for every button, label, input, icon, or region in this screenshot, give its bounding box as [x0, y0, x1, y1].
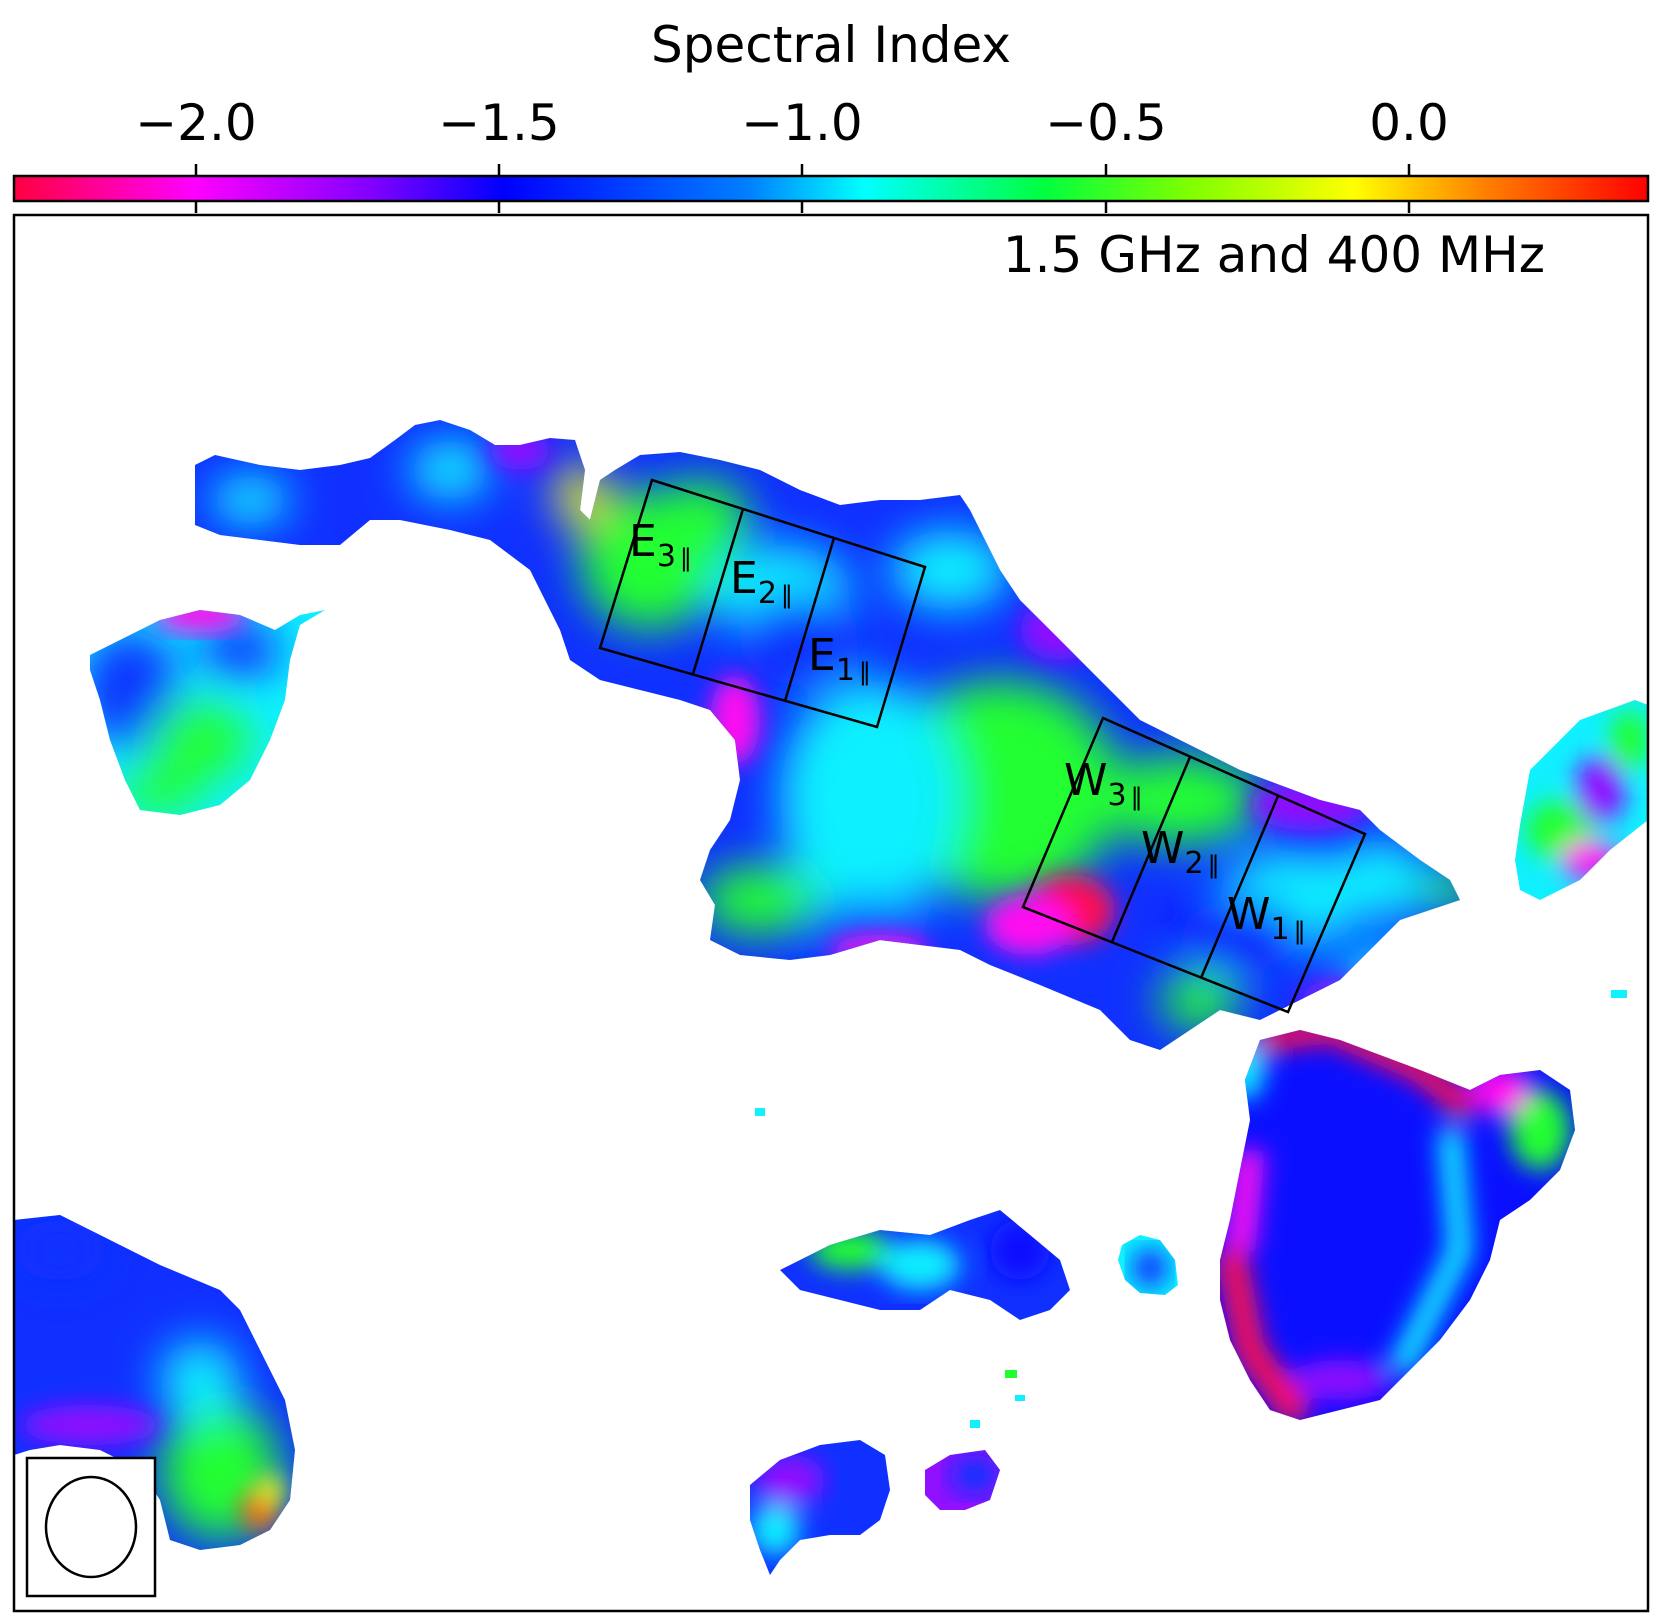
- emission-region-small-2: [925, 1450, 1000, 1510]
- colorbar-title: Spectral Index: [651, 16, 1011, 74]
- region-labels: E3 ‖ E2 ‖ E1 ‖ W3 ‖ W2 ‖ W1 ‖: [629, 516, 1306, 947]
- colorbar-tick-label: −0.5: [1045, 94, 1166, 152]
- colorbar-ticks: −2.0 −1.5 −1.0 −0.5 0.0: [135, 94, 1449, 213]
- region-label-w2: W2 ‖: [1141, 823, 1220, 881]
- ellipse-beam-icon: [44, 1475, 138, 1579]
- emission-region-bottom-middle: [780, 1210, 1070, 1320]
- region-box-w-divider-1: [1110, 756, 1192, 943]
- emission-region-southwest: [1220, 1030, 1575, 1420]
- emission-region-east-edge: [1515, 700, 1648, 900]
- emission-region-small-1: [750, 1440, 890, 1575]
- emission-region-left: [90, 610, 325, 815]
- emission-fragments: [755, 990, 1627, 1428]
- colorbar-tick-label: −1.5: [438, 94, 559, 152]
- colorbar-gradient: [12, 174, 1650, 203]
- map-frame: [12, 213, 1650, 1613]
- region-label-e2: E2 ‖: [730, 553, 793, 611]
- emission-region-main: [195, 420, 1460, 1050]
- colorbar-tick-label: −1.0: [741, 94, 862, 152]
- colorbar: Spectral Index −2.0 −1.5 −1.0 −0.5 0.0: [12, 16, 1650, 213]
- map-panel: 1.5 GHz and 400 MHz E3 ‖ E2 ‖ E1 ‖ W3 ‖: [14, 226, 1648, 1598]
- region-box-e-divider-2: [783, 537, 836, 702]
- region-box-e-divider-1: [691, 508, 745, 675]
- region-label-w3: W3 ‖: [1064, 755, 1143, 813]
- region-boxes-east: [598, 478, 927, 729]
- emission-region-small-3: [1118, 1235, 1178, 1295]
- region-label-e1: E1 ‖: [808, 630, 871, 688]
- beam-inset: [25, 1456, 157, 1598]
- region-box-w-divider-2: [1199, 795, 1280, 979]
- region-label-e3: E3 ‖: [629, 516, 692, 574]
- colorbar-tick-label: 0.0: [1369, 94, 1449, 152]
- region-boxes-west: [1021, 716, 1367, 1014]
- region-box-w-outline: [1021, 716, 1367, 1014]
- region-label-w1: W1 ‖: [1227, 889, 1306, 947]
- colorbar-tick-label: −2.0: [135, 94, 256, 152]
- frequency-label: 1.5 GHz and 400 MHz: [1003, 226, 1545, 284]
